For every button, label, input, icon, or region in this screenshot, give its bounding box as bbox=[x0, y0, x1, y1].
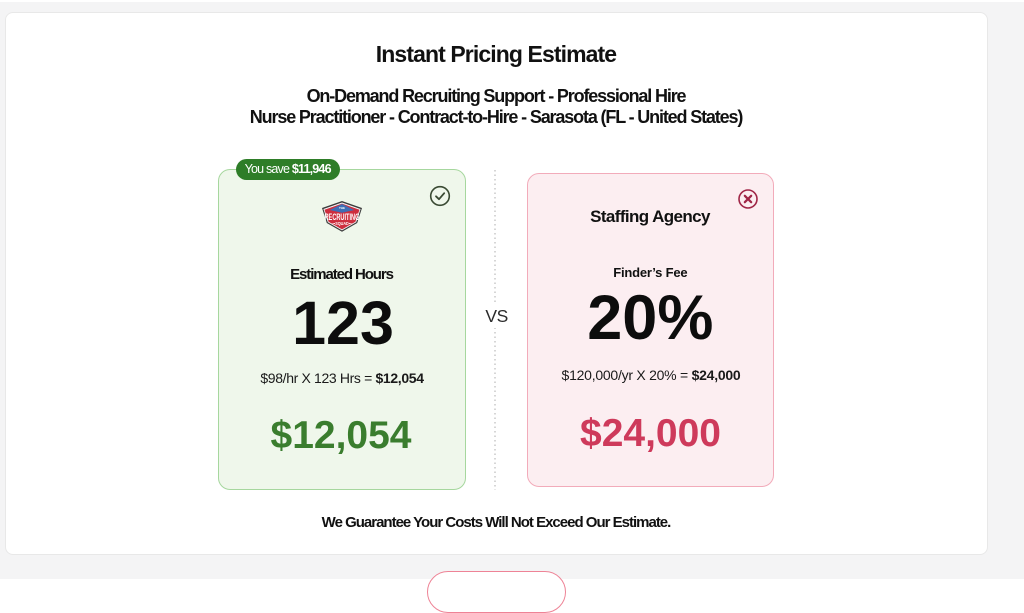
svg-text:THE: THE bbox=[339, 207, 345, 210]
svg-text:SQUAD: SQUAD bbox=[335, 221, 349, 227]
svg-text:RECRUITING: RECRUITING bbox=[324, 212, 359, 223]
